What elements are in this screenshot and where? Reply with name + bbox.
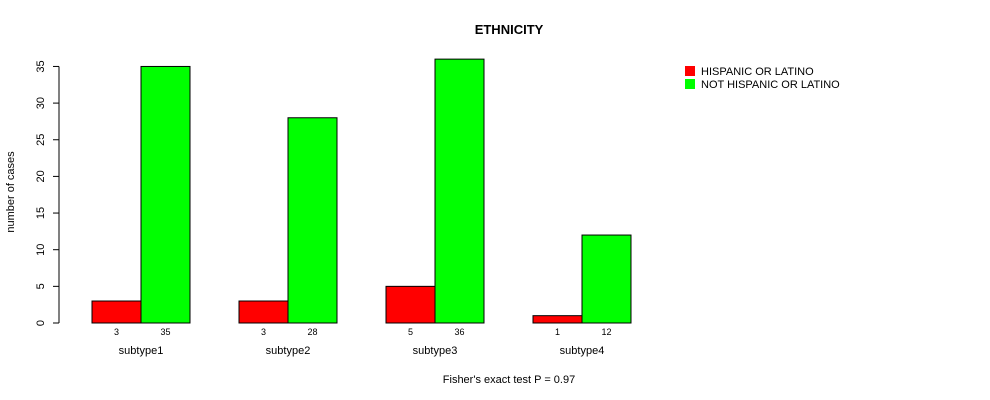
y-tick-label: 15 [35,207,47,219]
bar-count-label: 3 [261,327,266,337]
y-tick-label: 30 [35,97,47,109]
legend-swatch-series-0 [685,66,695,76]
category-label-subtype3: subtype3 [413,345,458,357]
category-label-subtype2: subtype2 [266,345,311,357]
bar-count-label: 5 [408,327,413,337]
bar-count-label: 1 [555,327,560,337]
bar-subtype4-series-0 [532,315,583,324]
bar-count-label: 28 [307,327,317,337]
chart-title: ETHNICITY [475,22,544,37]
legend-label-series-1: NOT HISPANIC OR LATINO [701,79,840,91]
bar-count-label: 35 [160,327,170,337]
y-axis-label: number of cases [5,151,17,233]
y-tick-label: 35 [35,60,47,72]
legend-swatch-series-1 [685,79,695,89]
y-tick-label: 20 [35,170,47,182]
fisher-test-footnote: Fisher's exact test P = 0.97 [443,374,575,386]
bar-count-label: 3 [114,327,119,337]
y-tick-label: 25 [35,134,47,146]
bar-subtype1-series-0 [91,300,142,324]
bar-subtype2-series-0 [238,300,289,324]
bar-count-label: 36 [454,327,464,337]
bar-subtype3-series-0 [385,285,436,324]
y-tick-label: 0 [35,320,47,326]
bar-subtype1-series-1 [140,65,191,324]
y-axis: 0 5 10 15 20 25 30 35 [35,60,60,326]
bar-count-label: 12 [601,327,611,337]
bar-subtype4-series-1 [581,234,632,324]
category-label-subtype1: subtype1 [119,345,164,357]
category-label-subtype4: subtype4 [560,345,605,357]
bar-subtype3-series-1 [434,58,485,324]
y-tick-label: 10 [35,244,47,256]
bars-group [91,58,632,324]
y-tick-label: 5 [35,283,47,289]
bar-subtype2-series-1 [287,117,338,324]
legend-label-series-0: HISPANIC OR LATINO [701,66,814,78]
